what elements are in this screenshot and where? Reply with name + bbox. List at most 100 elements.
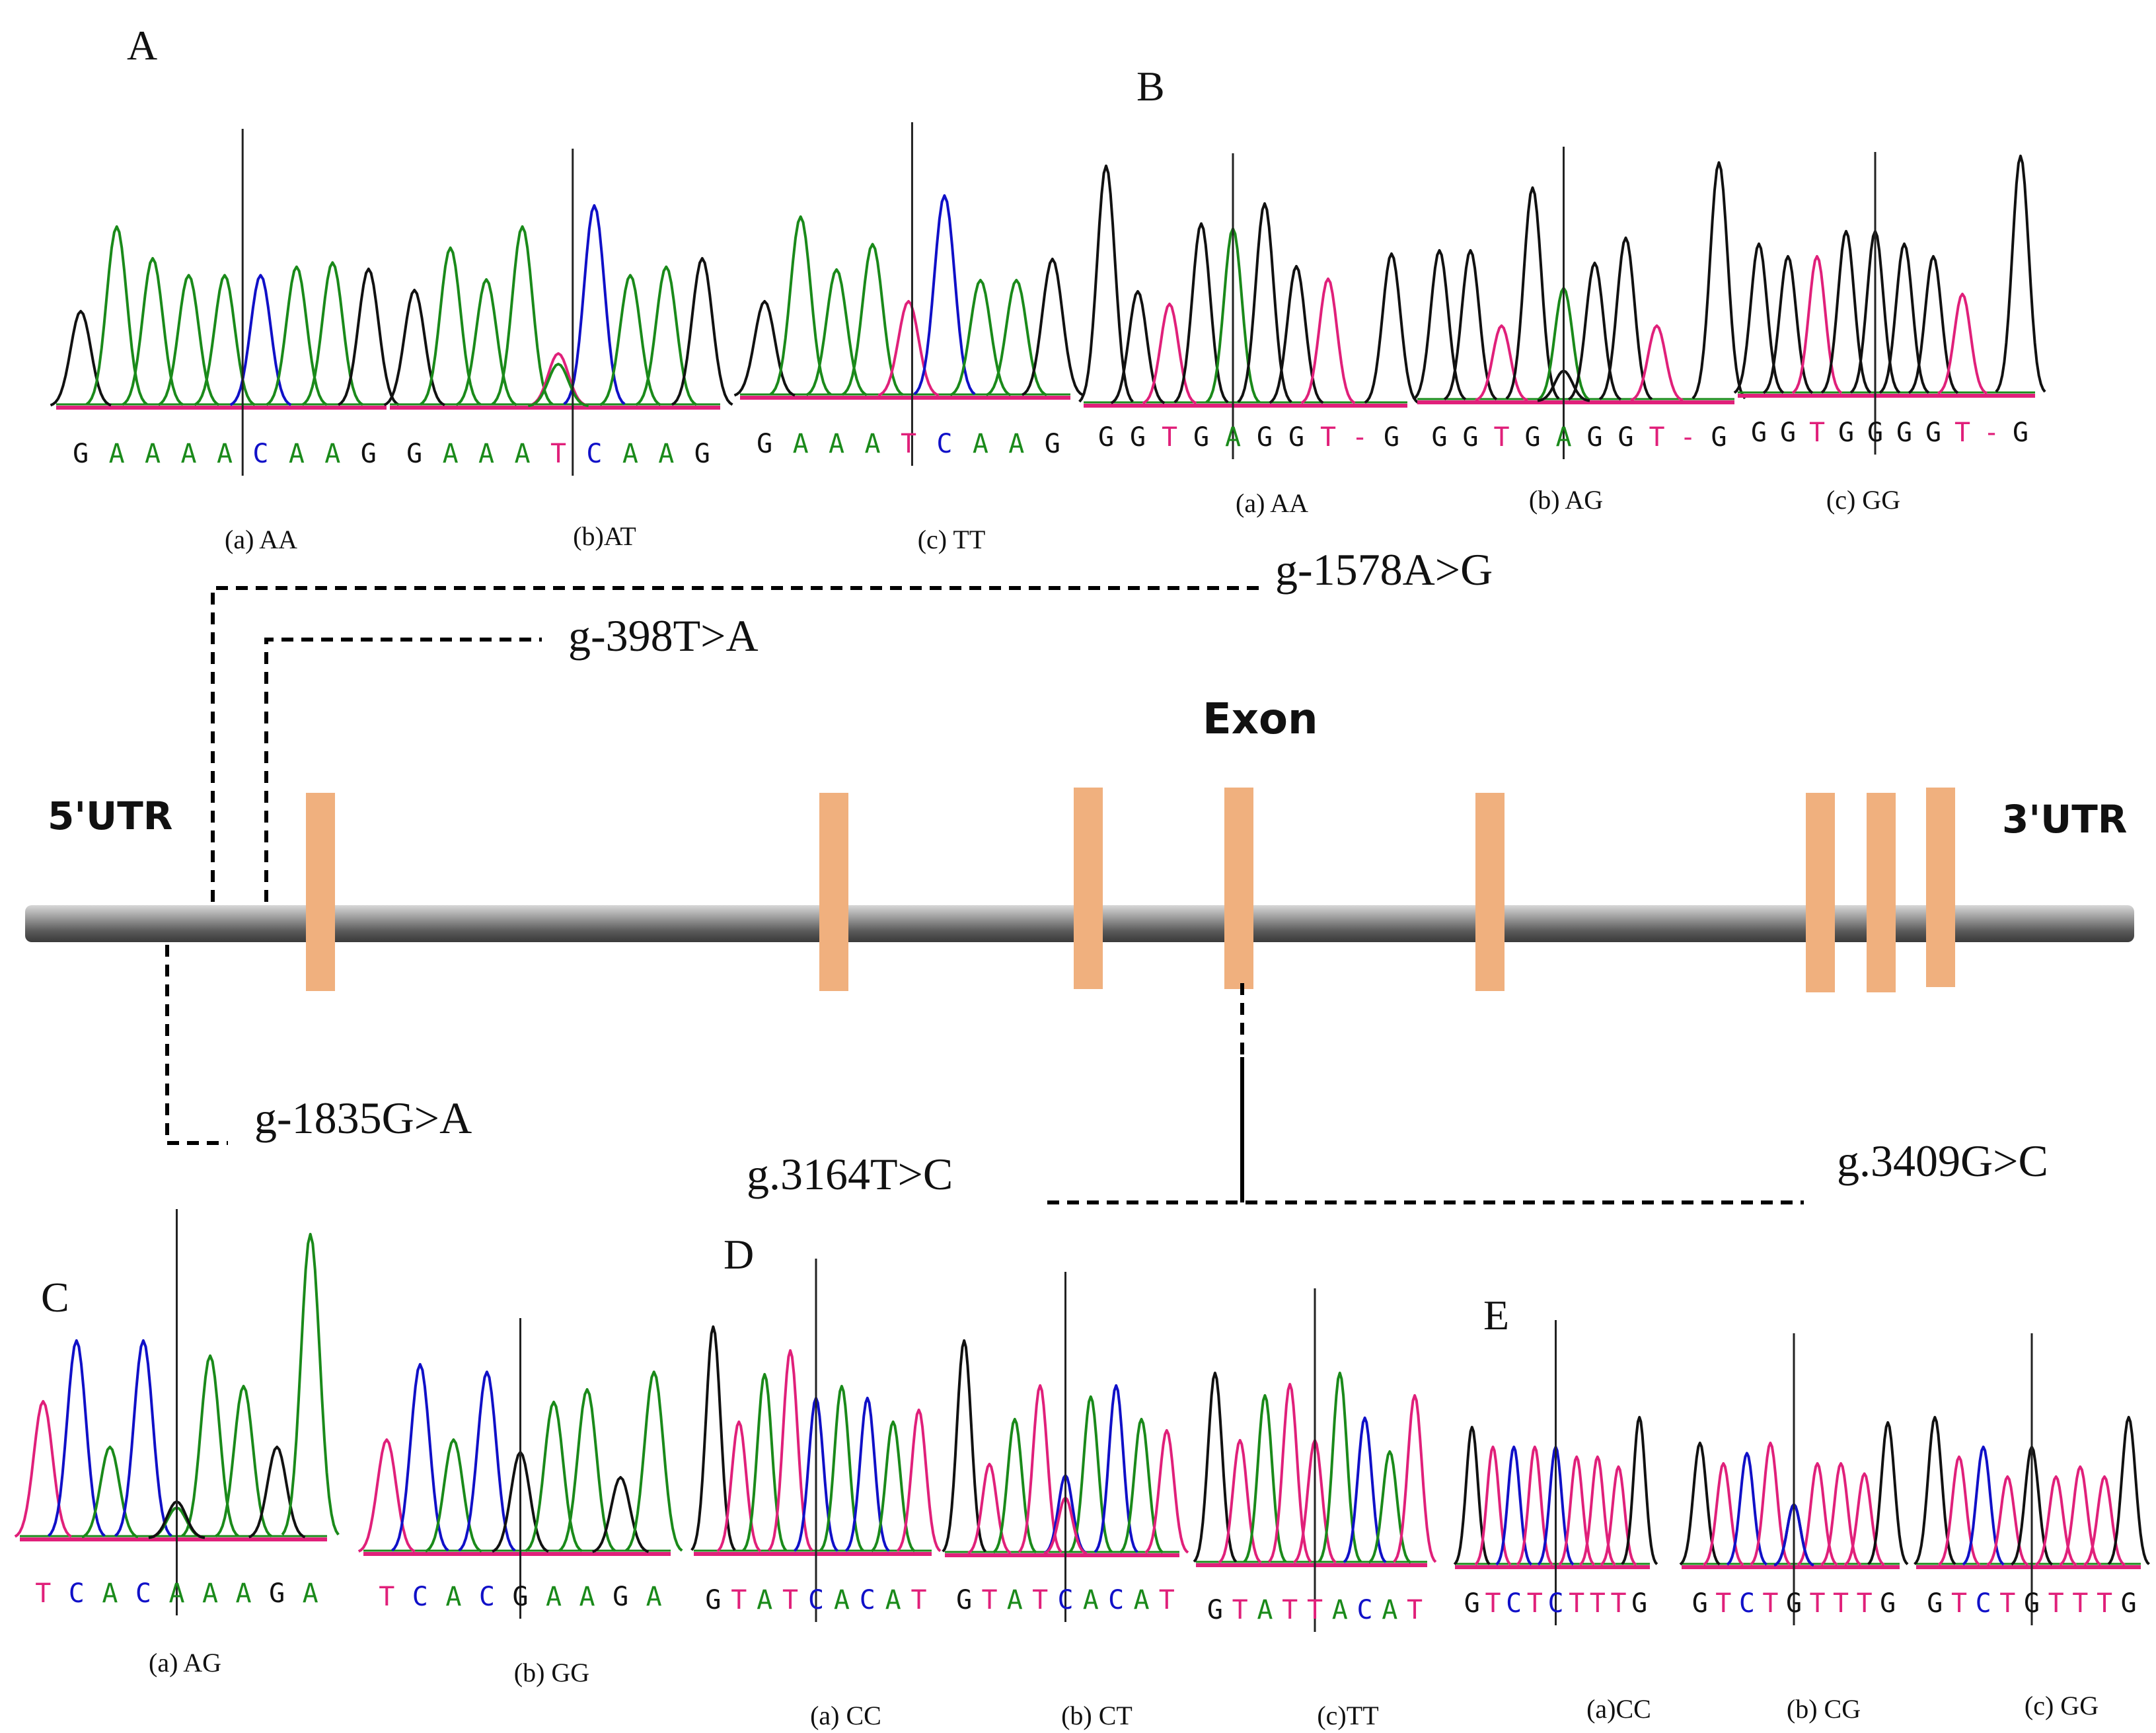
genotype-label: (a) AG [149, 1648, 221, 1678]
peak-G [1453, 1426, 1491, 1566]
exon-7 [1867, 793, 1896, 992]
base-call: G [1786, 1588, 1802, 1619]
peak-A [769, 215, 832, 396]
exon-2 [819, 793, 848, 991]
peak-C [391, 1363, 449, 1552]
base-call: A [478, 439, 494, 469]
peak-T [1142, 303, 1197, 405]
peak-G [1867, 1421, 1909, 1566]
peak-A [1368, 1450, 1412, 1564]
base-call: A [579, 1582, 595, 1612]
base-call: T [1590, 1588, 1606, 1619]
base-call: G [694, 439, 710, 469]
peak-T [2083, 1475, 2126, 1567]
peak-G [1567, 262, 1622, 401]
base-call: G [956, 1585, 972, 1615]
base-call: C [1739, 1588, 1755, 1619]
chromatogram-b-c: G G T G G G G T - G(c) GG [1733, 152, 2046, 515]
connector-1578 [211, 586, 1262, 902]
peak-A [122, 257, 184, 406]
chromatogram-group: G A A A A C A A G(a) AAG A A A T C A A G(b)ATG A A A T C A A G(c… [14, 122, 2150, 1730]
exon-5 [1475, 793, 1505, 991]
genotype-label: (c) GG [1826, 485, 1900, 515]
panel-label-b: B [1136, 63, 1165, 110]
genotype-label: (b)AT [573, 521, 636, 551]
base-call: C [252, 439, 268, 469]
peak-G [50, 310, 112, 407]
base-call: A [217, 439, 233, 469]
utr3-label: 3'UTR [2002, 797, 2127, 842]
base-call: A [145, 439, 161, 469]
base-call: A [658, 439, 674, 469]
chromatogram-e-b: G T C T G T T T G(b) CG [1679, 1333, 1909, 1724]
peak-het-A [527, 363, 589, 408]
base-call: T [1032, 1585, 1048, 1615]
peak-C [229, 274, 292, 406]
base-call: G [2024, 1588, 2040, 1619]
peak-G [1412, 249, 1467, 401]
peak-A [635, 265, 698, 406]
peak-T [1937, 1456, 1981, 1566]
base-call: T [901, 429, 916, 459]
peak-A [525, 1401, 583, 1553]
genotype-label: (c) TT [918, 525, 986, 554]
peak-T [1267, 1383, 1312, 1563]
base-call: G [269, 1578, 285, 1609]
peak-C [1962, 1446, 2005, 1566]
base-call: T [1951, 1588, 1967, 1619]
base-call: A [1083, 1585, 1099, 1615]
peak-C [114, 1339, 172, 1537]
peak-T [767, 1349, 813, 1551]
base-call: G [1462, 422, 1478, 453]
peak-G [1995, 155, 2046, 393]
peak-G [1878, 242, 1930, 394]
genotype-label: (b) CG [1787, 1694, 1861, 1724]
base-call: C [808, 1585, 824, 1615]
base-call: G [1896, 418, 1912, 448]
base-call: A [546, 1582, 562, 1612]
genotype-label: (a) AA [1236, 488, 1308, 518]
utr5-label: 5'UTR [48, 793, 172, 838]
chromatogram-e-c: G T C T G T T T G(c) GG [1914, 1333, 2150, 1720]
peak-T [357, 1438, 416, 1553]
base-call: C [860, 1585, 875, 1615]
peak-T [2034, 1475, 2077, 1567]
peak-G [1820, 230, 1872, 394]
peak-T [2059, 1465, 2102, 1566]
base-call: G [1431, 422, 1447, 453]
peak-A [870, 1420, 916, 1553]
base-call: G [1464, 1588, 1480, 1619]
base-call: G [1207, 1595, 1223, 1625]
base-call: A [646, 1582, 662, 1612]
peak-G [671, 257, 733, 406]
peak-T [877, 300, 940, 397]
base-call: A [973, 429, 988, 459]
peak-A [841, 242, 904, 396]
peak-A [992, 1418, 1037, 1554]
base-call: A [757, 1585, 772, 1615]
base-call: T [1954, 418, 1970, 448]
base-call: T [981, 1585, 997, 1615]
base-call: T [1569, 1588, 1584, 1619]
chromatogram-a-b: G A A A T C A A G(b)AT [383, 149, 733, 551]
peak-A [81, 1446, 139, 1539]
peak-T [1937, 293, 1988, 395]
peak-A [281, 1233, 340, 1535]
base-call: A [1382, 1595, 1397, 1625]
peak-T [716, 1420, 762, 1553]
exon-1 [306, 793, 335, 991]
chromatogram-b-a: G G T G A G G T - G(a) AA [1078, 153, 1419, 518]
base-call: T [1485, 1588, 1501, 1619]
base-call: T [1610, 1588, 1626, 1619]
peak-T [1843, 1472, 1885, 1567]
peak-T [1703, 1462, 1744, 1566]
base-call: T [1649, 422, 1664, 453]
base-call: A [885, 1585, 901, 1615]
exon-group [306, 788, 1955, 992]
base-call: T [1715, 1588, 1731, 1619]
peak-A [1119, 1418, 1164, 1554]
base-call: A [829, 429, 844, 459]
base-call: T [2097, 1588, 2112, 1619]
peak-C [844, 1397, 890, 1552]
base-call: T [35, 1578, 51, 1609]
